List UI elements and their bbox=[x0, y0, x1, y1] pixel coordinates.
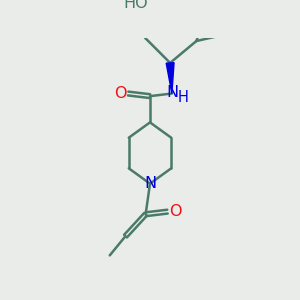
Text: H: H bbox=[178, 90, 189, 105]
Text: N: N bbox=[167, 85, 179, 100]
Text: O: O bbox=[169, 204, 182, 219]
Text: O: O bbox=[114, 86, 127, 101]
Polygon shape bbox=[166, 63, 174, 94]
Text: HO: HO bbox=[124, 0, 148, 11]
Text: N: N bbox=[144, 176, 156, 191]
